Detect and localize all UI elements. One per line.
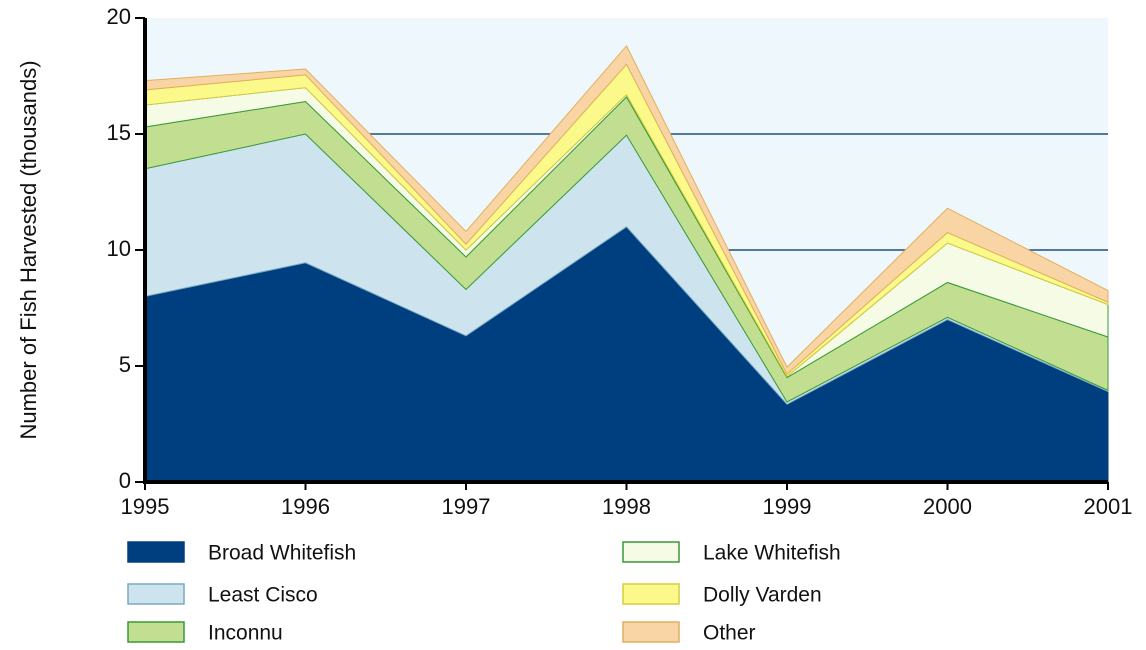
legend-swatch: [127, 621, 185, 643]
x-tick-label: 1999: [763, 494, 812, 519]
y-tick-label: 10: [107, 236, 131, 261]
x-tick-label: 2000: [923, 494, 972, 519]
legend-label: Least Cisco: [208, 584, 318, 607]
area: [144, 44, 1109, 375]
legend-swatch: [622, 541, 680, 563]
legend-label: Broad Whitefish: [208, 542, 356, 565]
x-tick-label: 1996: [281, 494, 330, 519]
legend-label: Dolly Varden: [703, 584, 822, 607]
legend-label: Inconnu: [208, 622, 283, 645]
x-tick-label: 1997: [442, 494, 491, 519]
x-tick-label: 2001: [1084, 494, 1133, 519]
legend-swatch: [622, 621, 680, 643]
y-tick-label: 15: [107, 120, 131, 145]
legend-swatch: [127, 583, 185, 605]
legend-label: Lake Whitefish: [703, 542, 841, 565]
legend-swatch: [127, 541, 185, 563]
legend-label: Other: [703, 622, 756, 645]
y-tick-label: 20: [107, 4, 131, 29]
x-tick-label: 1998: [602, 494, 651, 519]
y-tick-label: 0: [119, 468, 131, 493]
legend-swatch: [622, 583, 680, 605]
y-tick-label: 5: [119, 352, 131, 377]
x-tick-label: 1995: [121, 494, 170, 519]
y-axis-label: Number of Fish Harvested (thousands): [16, 60, 41, 439]
